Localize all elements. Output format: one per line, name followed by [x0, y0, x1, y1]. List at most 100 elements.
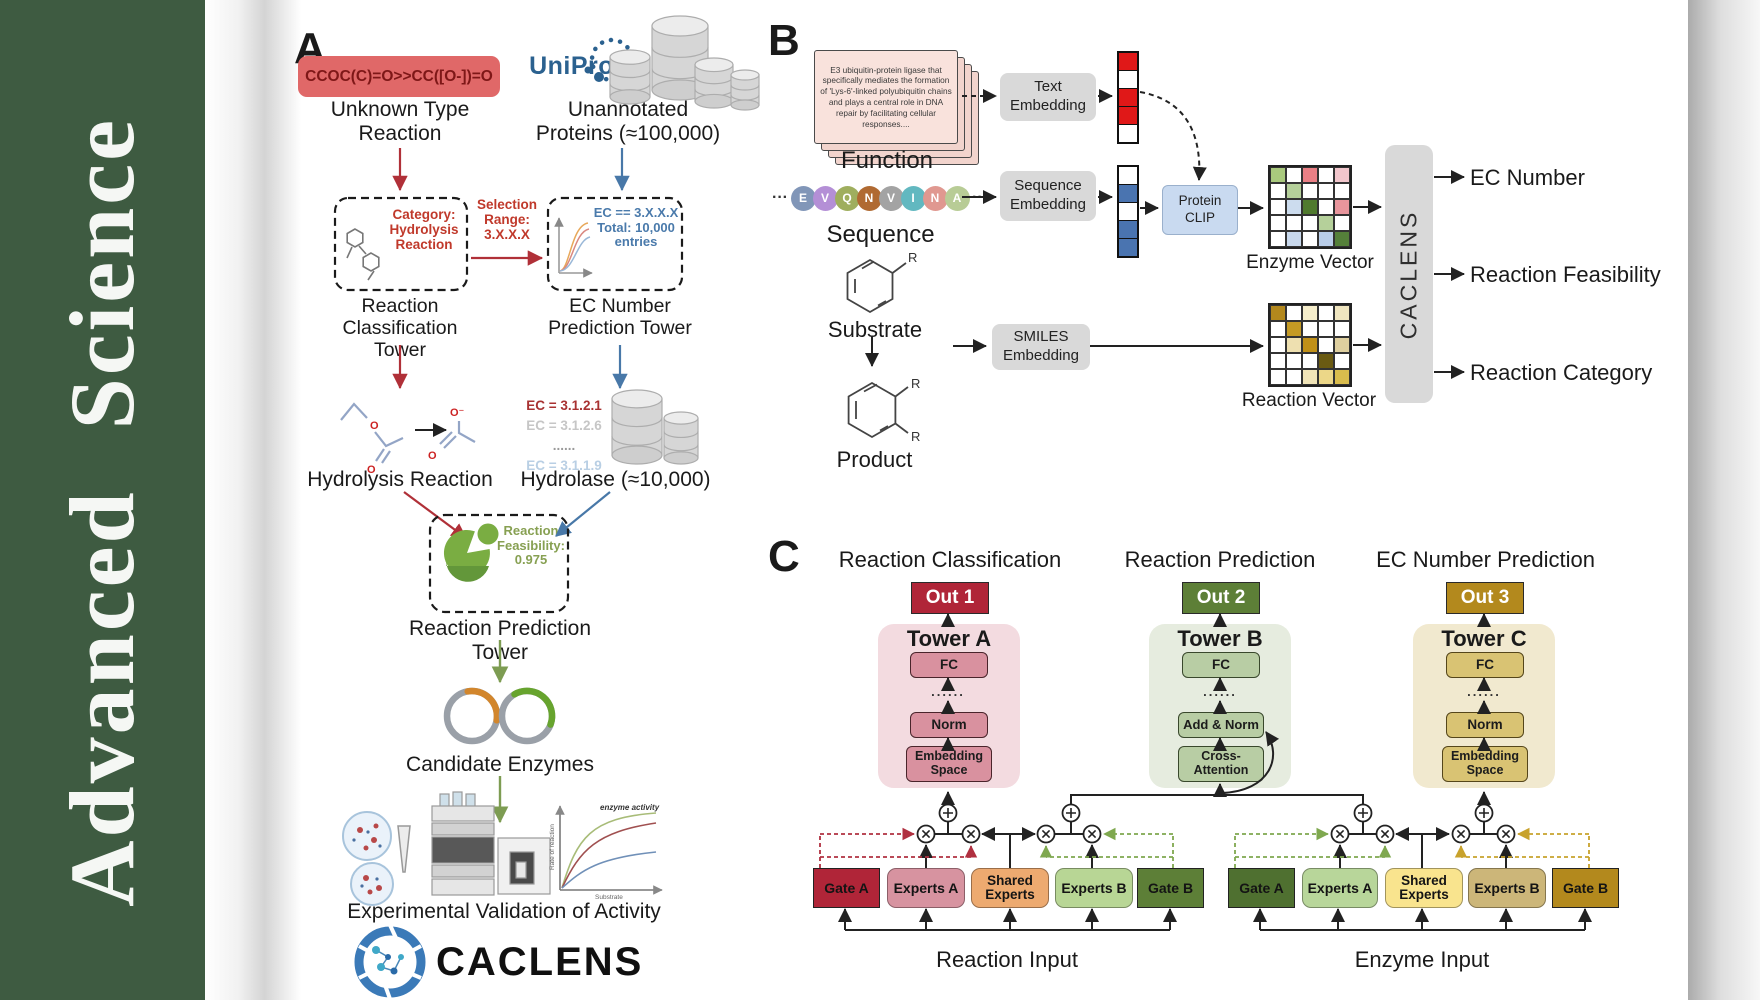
reaction-gate-b: Gate B [1137, 868, 1204, 908]
matrix-cell [1302, 215, 1318, 231]
tower-a-fc: FC [910, 652, 988, 678]
matrix-cell [1270, 353, 1286, 369]
matrix-cell [1286, 199, 1302, 215]
tower-c-dots: ...... [1467, 684, 1501, 699]
page-right-shadow [1688, 0, 1760, 1000]
atom-label: O [370, 420, 379, 432]
product-node-icon [1330, 824, 1350, 844]
reaction-shared-experts: Shared Experts [971, 868, 1049, 908]
matrix-cell [1334, 305, 1350, 321]
matrix-cell [1302, 337, 1318, 353]
tower-b-dots: ...... [1203, 684, 1237, 699]
r-group-label: R [908, 250, 917, 265]
sequence-embedding-box: Sequence Embedding [1000, 171, 1096, 221]
task-title-ec-number-prediction: EC Number Prediction [1376, 547, 1595, 572]
sum-product-nodes [916, 803, 1516, 844]
matrix-cell [1270, 337, 1286, 353]
matrix-cell [1286, 321, 1302, 337]
vector-cell [1119, 167, 1137, 185]
ec-filter-text: EC == 3.X.X.X Total: 10,000 entries [593, 205, 679, 250]
out2-box: Out 2 [1182, 582, 1260, 614]
sum-node-icon [1353, 803, 1373, 823]
caclens-module-box: CACLENS [1385, 145, 1433, 403]
residue-circle: Q [834, 185, 860, 211]
caclens-module-label: CACLENS [1395, 209, 1422, 339]
validation-label: Experimental Validation of Activity [347, 900, 661, 923]
uniprot-logo-text: UniProt [529, 52, 623, 80]
product-node-icon [1375, 824, 1395, 844]
reaction-input-label: Reaction Input [936, 947, 1078, 972]
caclens-wordmark: CACLENS [436, 940, 644, 984]
smiles-embedding-box: SMILES Embedding [992, 324, 1090, 370]
category-text: Category: Hydrolysis Reaction [389, 207, 459, 253]
reaction-prediction-tower-label: Reaction Prediction Tower [408, 617, 592, 664]
matrix-cell [1270, 183, 1286, 199]
sum-node-icon [938, 803, 958, 823]
matrix-cell [1270, 167, 1286, 183]
vector-cell [1119, 203, 1137, 221]
sum-node-icon [1061, 803, 1081, 823]
hydrolysis-reaction-label: Hydrolysis Reaction [307, 468, 493, 491]
matrix-cell [1318, 353, 1334, 369]
matrix-cell [1302, 369, 1318, 385]
vector-cell [1119, 239, 1137, 256]
ec-candidate: EC = 3.1.1.9 [526, 458, 602, 473]
product-node-icon [1451, 824, 1471, 844]
matrix-cell [1334, 369, 1350, 385]
r-group-label: R [911, 376, 920, 391]
tower-a-embedding-space: Embedding Space [906, 746, 992, 782]
text-embedding-box: Text Embedding [1000, 73, 1096, 121]
matrix-cell [1270, 305, 1286, 321]
page-left-shadow [205, 0, 301, 1000]
atom-label: O [428, 450, 437, 462]
task-title-reaction-classification: Reaction Classification [838, 547, 1062, 572]
residue-circle: N [856, 185, 882, 211]
vector-cell [1119, 71, 1137, 89]
tower-b-fc: FC [1182, 652, 1260, 678]
matrix-cell [1318, 215, 1334, 231]
matrix-cell [1318, 231, 1334, 247]
matrix-cell [1334, 353, 1350, 369]
product-node-icon [1082, 824, 1102, 844]
out1-box: Out 1 [911, 582, 989, 614]
sample-prep-icon [342, 811, 411, 906]
matrix-cell [1318, 199, 1334, 215]
kinetics-plot-icon: enzyme activity Rate of reaction Substra… [549, 803, 663, 901]
sequence-label: Sequence [826, 221, 935, 248]
journal-sidebar: Advanced Science [0, 0, 205, 1000]
matrix-cell [1270, 231, 1286, 247]
matrix-cell [1334, 183, 1350, 199]
matrix-cell [1302, 231, 1318, 247]
ec-candidate: ...... [552, 438, 576, 453]
matrix-cell [1334, 321, 1350, 337]
matrix-cell [1286, 305, 1302, 321]
plot-ylabel: Rate of reaction [549, 824, 556, 870]
ec-prediction-tower-label: EC Number Prediction Tower [548, 295, 692, 339]
residue-circle: N [922, 185, 948, 211]
ec-candidate-list: EC = 3.1.2.1 EC = 3.1.2.6...... EC = 3.1.1… [516, 396, 612, 476]
sequence-embedding-vector [1117, 165, 1139, 258]
selection-range-text: Selection Range: 3.X.X.X [476, 197, 538, 243]
matrix-cell [1302, 353, 1318, 369]
tower-c-embedding-space: Embedding Space [1442, 746, 1528, 782]
product-node-icon [1496, 824, 1516, 844]
function-label: Function [840, 147, 934, 174]
product-node-icon [1036, 824, 1056, 844]
matrix-cell [1318, 369, 1334, 385]
product-benzene-icon: R R [847, 376, 920, 444]
plot-annotation: enzyme activity [600, 803, 660, 812]
product-node-icon [961, 824, 981, 844]
matrix-cell [1270, 321, 1286, 337]
feasibility-text: Reaction Feasibility: 0.975 [497, 523, 565, 568]
enzyme-vector-matrix [1268, 165, 1352, 249]
enzyme-gate-b: Gate B [1552, 868, 1619, 908]
matrix-cell [1270, 199, 1286, 215]
matrix-cell [1270, 215, 1286, 231]
matrix-cell [1334, 215, 1350, 231]
reaction-vector-matrix [1268, 303, 1352, 387]
vector-cell [1119, 89, 1137, 107]
vector-cell [1119, 107, 1137, 125]
